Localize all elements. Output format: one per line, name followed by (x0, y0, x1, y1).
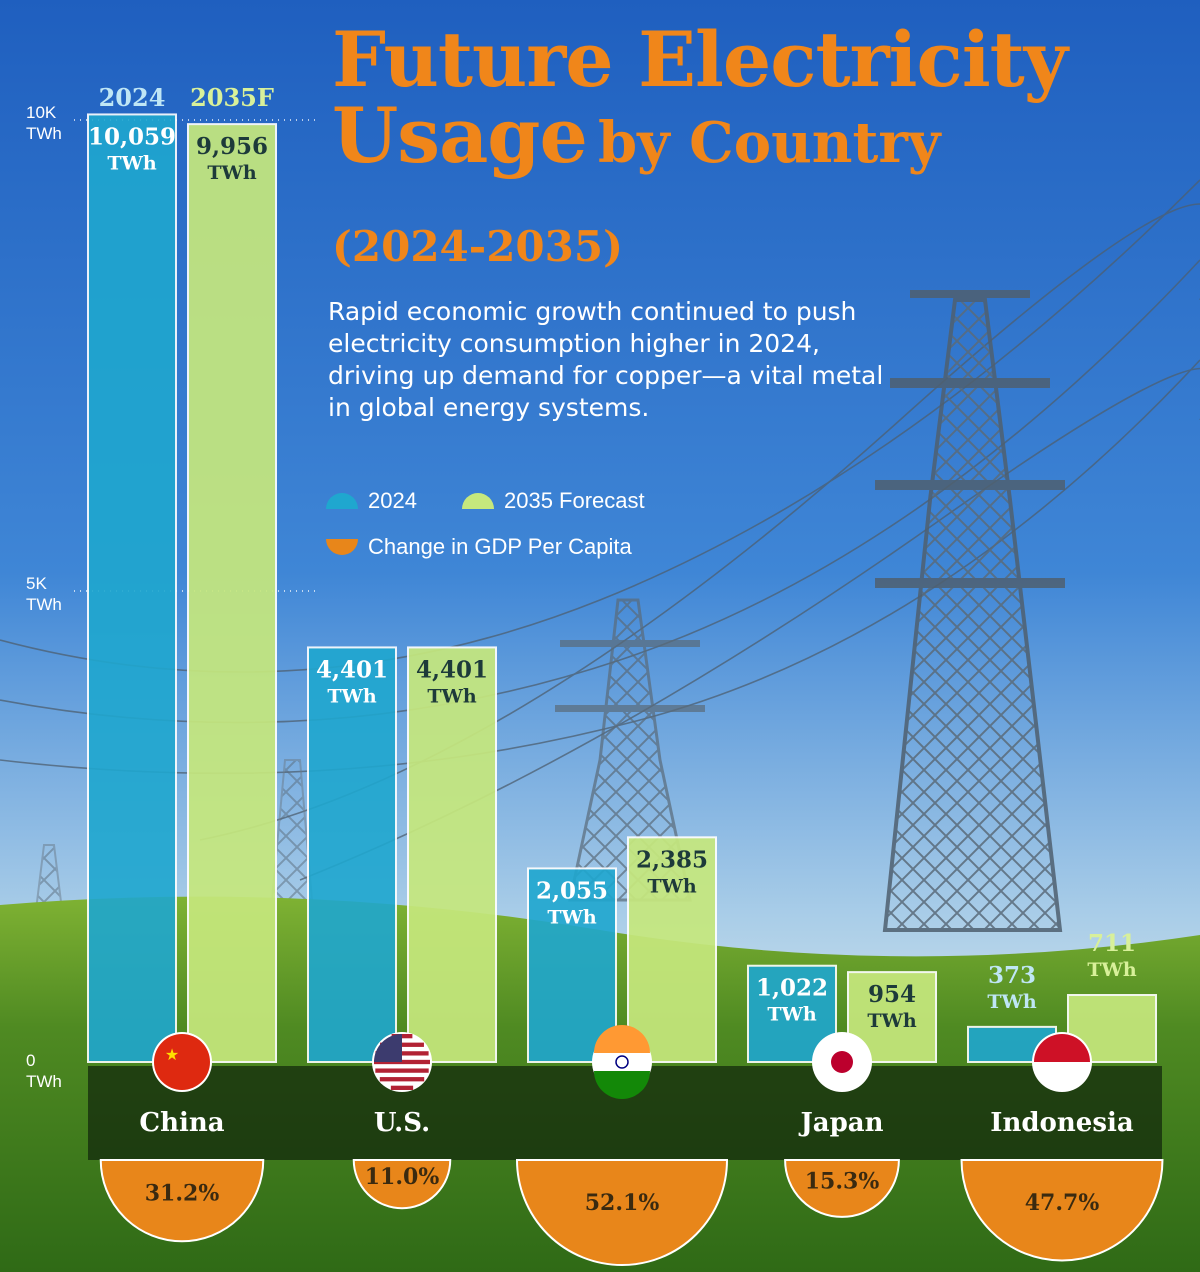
value-unit-2035-0: TWh (207, 162, 256, 184)
gdp-label-2: 52.1% (585, 1190, 660, 1216)
gdp-semicircle-4 (960, 1159, 1164, 1262)
flag-india-icon (592, 1025, 652, 1099)
legend-swatch-2024 (326, 493, 358, 509)
legend-label-2035: 2035 Forecast (504, 488, 645, 513)
series-header-2035: 2035F (190, 83, 274, 112)
legend-item-2024: 2024 (326, 488, 417, 514)
flag-stripe (390, 1085, 414, 1090)
gdp-semicircle-0 (99, 1159, 265, 1243)
gdp-semicircle-2 (515, 1159, 729, 1266)
country-label-0: China (139, 1108, 224, 1138)
flag-chakra (615, 1055, 629, 1069)
flag-stripe (379, 1077, 425, 1082)
value-label-2024-3: 1,022 (756, 975, 828, 1002)
bar-2035-0 (187, 123, 277, 1064)
gdp-semicircle-3 (784, 1159, 900, 1218)
value-unit-2024-2: TWh (547, 906, 596, 928)
value-unit-2035-4: TWh (1087, 959, 1136, 981)
y-tick-unit-1: TWh (26, 595, 62, 614)
legend-item-2035: 2035 Forecast (462, 488, 645, 514)
flag-green (594, 1071, 650, 1099)
value-unit-2024-1: TWh (327, 685, 376, 707)
title-line-1: Future Electricity (332, 15, 1068, 104)
bar-2035-1 (407, 646, 497, 1063)
gdp-semicircle-1 (352, 1159, 452, 1210)
legend-item-gdp: Change in GDP Per Capita (326, 534, 632, 560)
value-label-2035-4: 711 (1088, 930, 1136, 957)
flag-us-icon (372, 1032, 432, 1092)
chart-subtitle-years: (2024-2035) (332, 222, 623, 271)
gdp-label-4: 47.7% (1025, 1190, 1100, 1216)
value-label-2035-2: 2,385 (636, 846, 708, 873)
gdp-label-1: 11.0% (365, 1164, 440, 1190)
flag-indonesia-icon (1032, 1032, 1092, 1092)
title-line-2b: by Country (597, 110, 941, 176)
legend-swatch-2035 (462, 493, 494, 509)
legend-label-gdp: Change in GDP Per Capita (368, 534, 632, 559)
chart-title: Future Electricity Usage by Country (332, 22, 1192, 174)
value-unit-2035-3: TWh (867, 1010, 916, 1032)
legend-swatch-gdp (326, 539, 358, 555)
bar-2024-1 (307, 646, 397, 1063)
flag-sun (831, 1051, 853, 1073)
value-label-2024-4: 373 (988, 962, 1036, 989)
country-label-3: Japan (798, 1108, 883, 1138)
gdp-label-0: 31.2% (145, 1181, 220, 1207)
value-label-2024-0: 10,059 (88, 123, 176, 150)
y-tick-label-1: 5K (26, 574, 47, 593)
chart-description: Rapid economic growth continued to push … (328, 297, 884, 422)
legend-label-2024: 2024 (368, 488, 417, 513)
title-line-2a: Usage (332, 91, 588, 180)
value-label-2035-0: 9,956 (196, 133, 268, 160)
flag-red (1034, 1034, 1090, 1062)
value-unit-2024-4: TWh (987, 991, 1036, 1013)
y-tick-unit-2: TWh (26, 1072, 62, 1091)
flag-china-icon: ★ (152, 1032, 212, 1092)
gdp-label-3: 15.3% (805, 1168, 880, 1194)
value-unit-2035-2: TWh (647, 875, 696, 897)
flag-field (154, 1034, 210, 1090)
flag-star: ★ (165, 1045, 179, 1064)
transmission-tower-large (875, 290, 1065, 932)
flag-stripe (375, 1068, 429, 1073)
bar-2024-0 (87, 113, 177, 1063)
y-tick-label-0: 10K (26, 103, 57, 122)
country-label-1: U.S. (374, 1108, 430, 1138)
y-tick-unit-0: TWh (26, 124, 62, 143)
value-unit-2035-1: TWh (427, 685, 476, 707)
bar-2024-2 (527, 867, 617, 1063)
flag-canton (374, 1034, 402, 1062)
series-header-2024: 2024 (99, 83, 166, 112)
value-label-2035-1: 4,401 (416, 656, 488, 683)
value-label-2035-3: 954 (868, 981, 916, 1008)
value-label-2024-2: 2,055 (536, 877, 608, 904)
country-label-4: Indonesia (990, 1108, 1134, 1138)
flag-japan-icon (812, 1032, 872, 1092)
value-unit-2024-0: TWh (107, 152, 156, 174)
value-label-2024-1: 4,401 (316, 656, 388, 683)
value-unit-2024-3: TWh (767, 1004, 816, 1026)
bar-2035-2 (627, 836, 717, 1064)
y-tick-label-2: 0 (26, 1051, 35, 1070)
flag-saffron (594, 1025, 650, 1053)
